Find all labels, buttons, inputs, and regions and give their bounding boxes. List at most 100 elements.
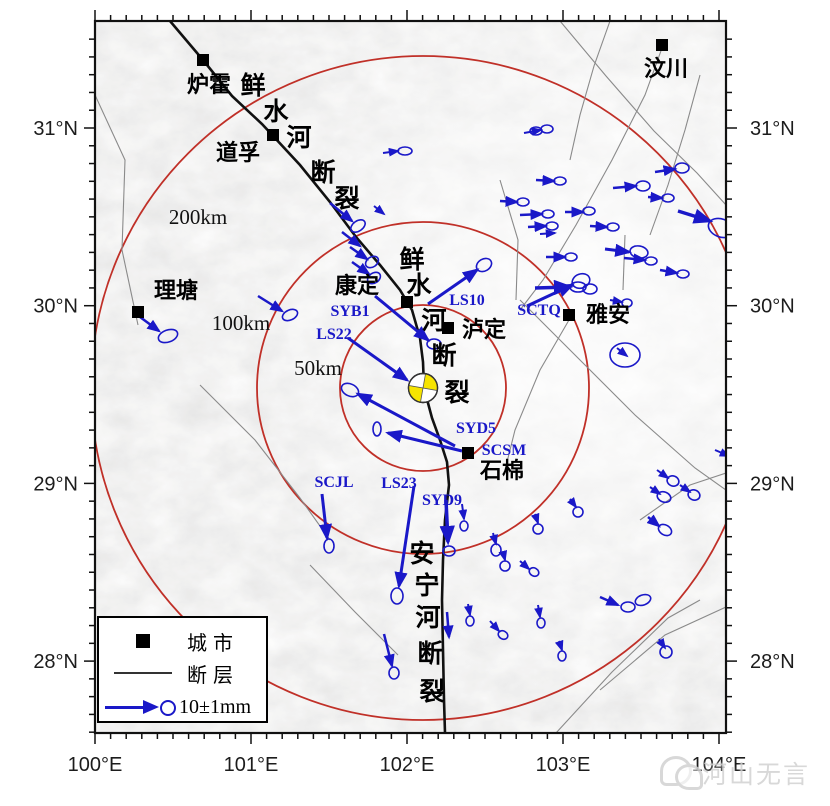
city-marker-炉霍 [197, 54, 209, 66]
gps-error-ellipse [661, 193, 675, 203]
scale-error-circle [160, 700, 176, 716]
y-axis-label-right-30: 30°N [750, 296, 795, 318]
gps-error-ellipse [564, 252, 578, 262]
gps-vector-arrow [351, 260, 372, 276]
fault-name-char: 断 [310, 158, 335, 187]
station-label-LS22: LS22 [316, 326, 352, 343]
city-marker-理塘 [132, 306, 144, 318]
y-axis-label-left-29: 29°N [33, 473, 78, 495]
gps-vector-arrow [519, 209, 545, 221]
gps-error-ellipse [657, 523, 673, 537]
gps-vector-arrow [654, 165, 678, 177]
gps-vector-arrow [498, 550, 508, 562]
gps-vector-arrow [347, 336, 410, 382]
gps-vector-arrow [139, 315, 162, 333]
fault-name-char: 裂 [334, 185, 359, 213]
station-label-LS10: LS10 [449, 292, 485, 309]
watermark-text: 河山无言 [702, 762, 811, 789]
x-axis-label-100: 100°E [68, 754, 123, 776]
velocity-arrow-symbol [99, 699, 187, 716]
gps-error-ellipse [465, 615, 475, 627]
fault-name-char: 河 [415, 604, 440, 632]
minor-fault-line [559, 21, 726, 206]
gps-vector-arrow [677, 208, 714, 224]
gps-vector-arrow [464, 603, 473, 617]
city-label-泸定: 泸定 [462, 317, 506, 342]
fault-name-char: 河 [286, 124, 311, 152]
gps-vector-arrow [554, 639, 564, 652]
legend-label-fault: 断层 [187, 664, 239, 687]
gps-vector-arrow [318, 493, 332, 541]
gps-vector-arrow [489, 620, 501, 633]
gps-error-ellipse [497, 629, 509, 641]
gps-error-ellipse [729, 454, 739, 462]
gps-vector-arrow [385, 429, 463, 453]
scale-arrow-head [143, 700, 159, 714]
gps-error-ellipse [634, 593, 652, 607]
city-marker-道孚 [267, 129, 279, 141]
city-label-石棉: 石棉 [479, 458, 524, 483]
fault-name-char: 宁 [414, 571, 439, 600]
gps-error-ellipse [582, 283, 598, 295]
gps-vector-arrow [349, 245, 370, 261]
fault-name-char: 断 [417, 639, 442, 668]
gps-error-ellipse [635, 180, 651, 192]
y-axis-label-left-31: 31°N [33, 118, 78, 140]
city-marker-汶川 [656, 39, 668, 51]
gps-vector-arrow [373, 204, 386, 216]
gps-vector-arrow [257, 294, 285, 313]
minor-fault-line [95, 94, 139, 326]
gps-error-ellipse [390, 587, 404, 605]
gps-error-ellipse [397, 146, 413, 156]
gps-vector-arrow [599, 595, 621, 607]
gps-vector-arrow [535, 174, 557, 186]
fault-name-char: 水 [263, 98, 289, 126]
gps-vector-arrow [616, 346, 629, 358]
gps-vector-arrow [589, 220, 610, 232]
y-axis-label-right-28: 28°N [750, 651, 795, 673]
gps-error-ellipse [442, 545, 456, 557]
gps-vector-arrow [374, 294, 431, 342]
legend-label-scale: 10±1mm [179, 695, 252, 718]
y-axis-label-right-29: 29°N [750, 473, 795, 495]
ring-label-50km: 50km [294, 356, 342, 380]
city-square-icon [136, 634, 150, 648]
y-axis-label-left-30: 30°N [33, 296, 78, 318]
gps-vector-arrow [499, 195, 520, 207]
city-label-汶川: 汶川 [644, 56, 688, 81]
city-label-理塘: 理塘 [154, 278, 198, 303]
fault-line-icon [114, 672, 172, 674]
scale-arrow-shaft [105, 706, 149, 709]
gps-error-ellipse [475, 257, 493, 273]
gps-error-ellipse [459, 520, 469, 532]
gps-error-ellipse [490, 543, 502, 557]
beachball-outline [407, 372, 439, 404]
gps-error-ellipse [157, 328, 179, 344]
city-symbol [99, 634, 187, 648]
watermark: 河山无言 [658, 748, 828, 798]
station-label-SCTQ: SCTQ [517, 302, 561, 319]
gps-error-ellipse [620, 601, 636, 613]
gps-vector-arrow [394, 485, 416, 589]
gps-error-ellipse [388, 666, 400, 680]
gps-error-ellipse [687, 489, 701, 501]
legend-row-fault: 断层 [99, 658, 266, 688]
minor-fault-line [569, 21, 611, 161]
gps-error-ellipse [366, 271, 382, 285]
gps-error-ellipse [532, 523, 544, 535]
gps-error-ellipse [606, 222, 620, 232]
gps-error-ellipse [572, 506, 584, 518]
gps-vector-arrow [382, 633, 395, 669]
logo-bubble-small [675, 764, 703, 790]
station-label-LS23: LS23 [381, 475, 417, 492]
x-axis-label-104: 104°E [692, 754, 747, 776]
gps-error-ellipse [666, 475, 680, 487]
gps-error-ellipse [656, 490, 672, 504]
fault-name-char: 裂 [419, 678, 444, 706]
gps-vector-arrow [604, 243, 632, 257]
gps-vector-arrow [679, 483, 692, 494]
minor-fault-line [504, 319, 570, 471]
gps-error-ellipse [541, 209, 555, 219]
fault-name-char: 鲜 [399, 246, 424, 274]
